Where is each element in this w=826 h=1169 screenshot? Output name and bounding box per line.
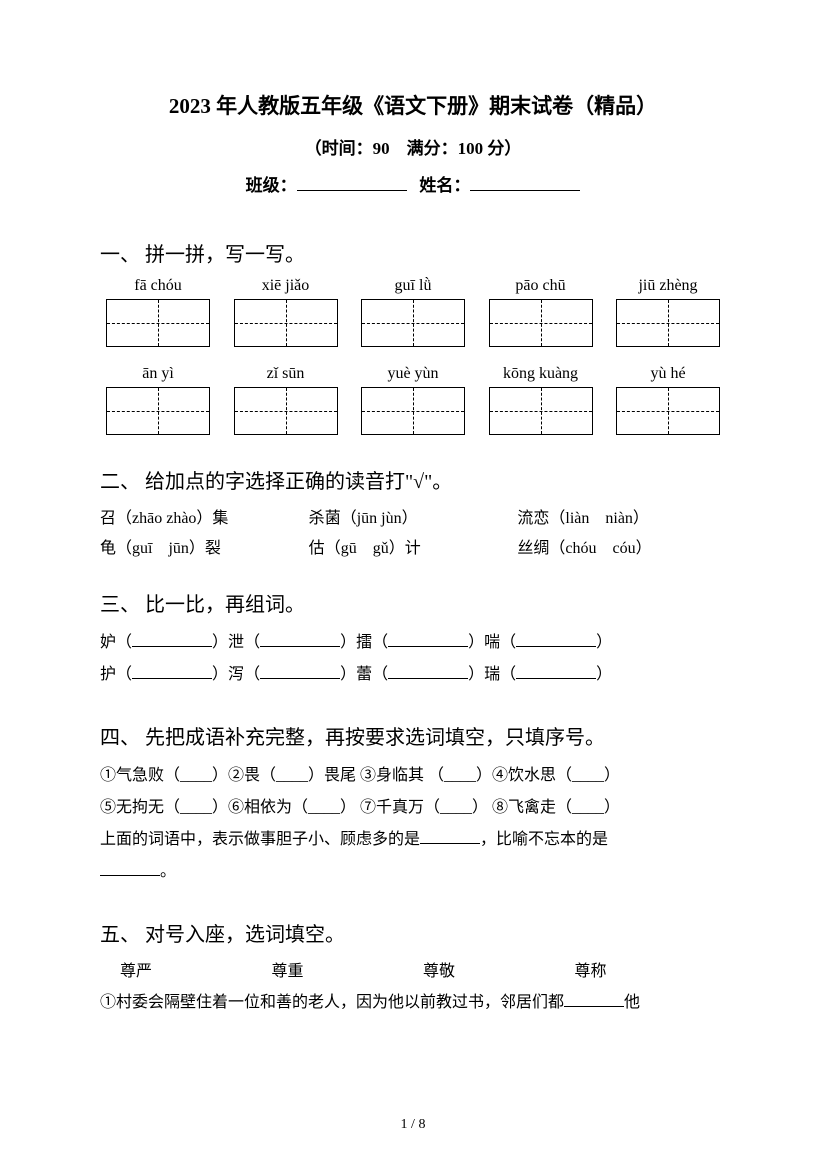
q5-word: 尊重 — [272, 957, 424, 981]
q3-char: 蕾 — [356, 666, 372, 683]
q4-blank[interactable] — [100, 861, 160, 876]
pinyin-cell: ān yì — [106, 365, 210, 383]
char-box[interactable] — [106, 387, 210, 435]
dotted-char: 召 — [100, 504, 116, 528]
pinyin-cell: kōng kuàng — [489, 365, 593, 383]
pinyin-cell: yuè yùn — [361, 365, 465, 383]
q4-text: ，比喻不忘本的是 — [480, 831, 608, 848]
q3-blank[interactable] — [516, 632, 596, 647]
q2-text: （gū gǔ）计 — [325, 540, 421, 557]
name-label: 姓名： — [419, 176, 470, 195]
q4-text: 。 — [160, 863, 176, 880]
pinyin-cell: zǐ sūn — [234, 365, 338, 383]
q2-item: 杀菌（jūn jùn） — [309, 504, 518, 528]
pinyin-cell: fā chóu — [106, 277, 210, 295]
q3-char: 擂 — [356, 634, 372, 651]
exam-title: 2023 年人教版五年级《语文下册》期末试卷（精品） — [100, 90, 726, 120]
q3-char: 瑞 — [484, 666, 500, 683]
q3-char: 护 — [100, 666, 116, 683]
q2-text: （zhāo zhào）集 — [116, 510, 228, 527]
q5-text: ①村委会隔壁住着一位和善的老人，因为他以前教过书，邻居们都 — [100, 994, 564, 1011]
char-box[interactable] — [489, 387, 593, 435]
student-info-line: 班级： 姓名： — [100, 171, 726, 196]
name-blank[interactable] — [470, 174, 580, 191]
page-total: 8 — [418, 1117, 425, 1132]
page-current: 1 — [401, 1117, 408, 1132]
q3-char: 泄 — [228, 634, 244, 651]
q2-item: 召（zhāo zhào）集 — [100, 504, 309, 528]
q3-line-1: 妒（）泄（）擂（）喘（） — [100, 627, 726, 659]
char-boxes-row-1 — [100, 299, 726, 347]
q4-blank[interactable] — [420, 829, 480, 844]
q2-row-2: 龟（guī jūn）裂 估（gū gǔ）计 丝绸（chóu cóu） — [100, 534, 726, 558]
q3-blank[interactable] — [260, 632, 340, 647]
page-footer: 1 / 8 — [0, 1117, 826, 1133]
q3-blank[interactable] — [132, 664, 212, 679]
class-blank[interactable] — [297, 174, 407, 191]
char-box[interactable] — [234, 299, 338, 347]
pinyin-cell: pāo chū — [489, 277, 593, 295]
q3-blank[interactable] — [260, 664, 340, 679]
q2-row-1: 召（zhāo zhào）集 杀菌（jūn jùn） 流恋（liàn niàn） — [100, 504, 726, 528]
q2-text: （jūn jùn） — [341, 510, 418, 527]
pinyin-cell: guī lǜ — [361, 277, 465, 295]
q3-char: 泻 — [228, 666, 244, 683]
q2-item: 估（gū gǔ）计 — [309, 534, 518, 558]
char-boxes-row-2 — [100, 387, 726, 435]
dotted-char: 绸 — [533, 534, 549, 558]
q2-item: 丝绸（chóu cóu） — [517, 534, 726, 558]
char-box[interactable] — [616, 387, 720, 435]
pinyin-cell: jiū zhèng — [616, 277, 720, 295]
q2-item: 龟（guī jūn）裂 — [100, 534, 309, 558]
q3-blank[interactable] — [132, 632, 212, 647]
q2-text: （liàn niàn） — [549, 510, 649, 527]
q2-text: （guī jūn）裂 — [116, 540, 221, 557]
q3-blank[interactable] — [388, 664, 468, 679]
pinyin-row-1: fā chóu xiē jiǎo guī lǜ pāo chū jiū zhèn… — [100, 277, 726, 295]
char-box[interactable] — [616, 299, 720, 347]
q4-line-4: 。 — [100, 856, 726, 888]
section-5-heading: 五、 对号入座，选词填空。 — [100, 918, 726, 947]
exam-subtitle: （时间：90 满分：100 分） — [100, 134, 726, 159]
q4-line-2: ⑤无拘无（____）⑥相依为（____） ⑦千真万（____） ⑧飞禽走（___… — [100, 792, 726, 824]
dotted-char: 恋 — [533, 504, 549, 528]
q4-line-1: ①气急败（____）②畏（____）畏尾 ③身临其 （____）④饮水思（___… — [100, 760, 726, 792]
class-label: 班级： — [246, 176, 297, 195]
pinyin-cell: yù hé — [616, 365, 720, 383]
q5-word: 尊称 — [575, 957, 727, 981]
q5-word: 尊严 — [120, 957, 272, 981]
dotted-char: 龟 — [100, 534, 116, 558]
char-box[interactable] — [234, 387, 338, 435]
q2-item: 流恋（liàn niàn） — [517, 504, 726, 528]
char-box[interactable] — [489, 299, 593, 347]
pinyin-row-2: ān yì zǐ sūn yuè yùn kōng kuàng yù hé — [100, 365, 726, 383]
q5-sentence: ①村委会隔壁住着一位和善的老人，因为他以前教过书，邻居们都 他 — [100, 987, 726, 1019]
char-box[interactable] — [361, 299, 465, 347]
section-2-heading: 二、 给加点的字选择正确的读音打"√"。 — [100, 465, 726, 494]
section-4-heading: 四、 先把成语补充完整，再按要求选词填空，只填序号。 — [100, 721, 726, 750]
q5-word-row: 尊严 尊重 尊敬 尊称 — [100, 957, 726, 981]
dotted-char: 菌 — [325, 504, 341, 528]
q3-line-2: 护（）泻（）蕾（）瑞（） — [100, 659, 726, 691]
pinyin-cell: xiē jiǎo — [234, 277, 338, 295]
q3-char: 妒 — [100, 634, 116, 651]
page-sep: / — [408, 1117, 419, 1132]
char-box[interactable] — [361, 387, 465, 435]
q5-blank[interactable] — [564, 992, 624, 1007]
q3-blank[interactable] — [516, 664, 596, 679]
q2-pre: 丝 — [517, 540, 533, 557]
q2-pre: 流 — [517, 510, 533, 527]
q4-line-3: 上面的词语中，表示做事胆子小、顾虑多的是 ，比喻不忘本的是 — [100, 824, 726, 856]
dotted-char: 估 — [309, 534, 325, 558]
q3-blank[interactable] — [388, 632, 468, 647]
section-3-heading: 三、 比一比，再组词。 — [100, 588, 726, 617]
q5-text: 他 — [624, 994, 640, 1011]
q2-pre: 杀 — [309, 510, 325, 527]
q2-text: （chóu cóu） — [549, 540, 651, 557]
q5-word: 尊敬 — [423, 957, 575, 981]
q4-text: 上面的词语中，表示做事胆子小、顾虑多的是 — [100, 831, 420, 848]
char-box[interactable] — [106, 299, 210, 347]
q3-char: 喘 — [484, 634, 500, 651]
section-1-heading: 一、 拼一拼，写一写。 — [100, 238, 726, 267]
